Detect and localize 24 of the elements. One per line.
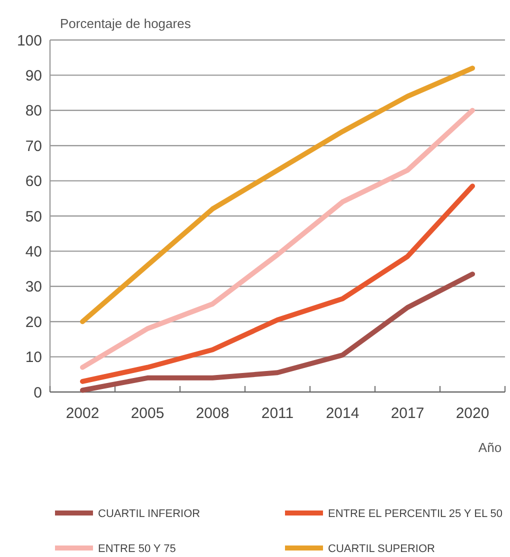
x-tick-label: 2008	[196, 405, 230, 422]
y-tick-label: 100	[16, 32, 42, 50]
legend-label: ENTRE 50 Y 75	[98, 542, 176, 555]
legend-label: ENTRE EL PERCENTIL 25 Y EL 50	[328, 508, 502, 520]
y-tick-label: 10	[25, 349, 42, 366]
y-tick-label: 80	[25, 102, 42, 120]
y-tick-label: 70	[25, 138, 42, 155]
y-axis-title: Porcentaje de hogares	[60, 16, 192, 31]
y-tick-label: 30	[25, 278, 42, 296]
x-tick-label: 2002	[66, 405, 100, 422]
legend-label: CUARTIL INFERIOR	[98, 508, 200, 520]
y-tick-label: 60	[25, 173, 42, 190]
x-tick-label: 2020	[456, 405, 490, 422]
y-tick-label: 0	[34, 384, 42, 402]
x-tick-label: 2017	[390, 405, 424, 422]
y-tick-label: 50	[25, 208, 42, 226]
x-axis-title: Año	[478, 440, 502, 455]
y-tick-label: 20	[25, 314, 42, 331]
x-tick-label: 2005	[130, 405, 164, 422]
x-tick-label: 2011	[261, 405, 294, 422]
x-tick-label: 2014	[326, 405, 360, 422]
y-tick-label: 40	[25, 243, 42, 260]
legend-label: CUARTIL SUPERIOR	[328, 542, 436, 555]
y-tick-label: 90	[25, 67, 42, 84]
